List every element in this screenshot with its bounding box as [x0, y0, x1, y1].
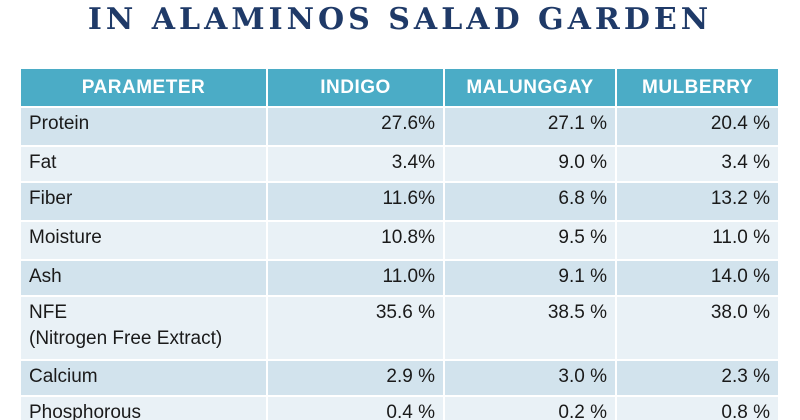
cell-indigo: 3.4%	[267, 145, 445, 182]
cell-indigo: 11.6%	[267, 181, 445, 221]
cell-mulberry: 11.0 %	[616, 220, 778, 260]
table-row: Phosphorous 0.4 % 0.2 % 0.8 %	[21, 395, 778, 420]
cell-malunggay: 6.8 %	[444, 181, 617, 221]
nutrient-table: PARAMETER INDIGO MALUNGGAY MULBERRY Prot…	[21, 69, 778, 420]
column-header-parameter: PARAMETER	[21, 69, 268, 107]
cell-malunggay: 27.1 %	[444, 106, 617, 146]
cell-malunggay: 9.0 %	[444, 145, 617, 182]
column-header-mulberry: MULBERRY	[616, 69, 778, 107]
parameter-subtitle: (Nitrogen Free Extract)	[29, 328, 223, 349]
cell-indigo: 35.6 %	[267, 295, 445, 360]
cell-mulberry: 14.0 %	[616, 259, 778, 296]
cell-indigo: 2.9 %	[267, 359, 445, 396]
cell-parameter: Ash	[21, 259, 268, 296]
table-row: Moisture 10.8% 9.5 % 11.0 %	[21, 220, 778, 260]
cell-indigo: 11.0%	[267, 259, 445, 296]
table-header-row: PARAMETER INDIGO MALUNGGAY MULBERRY	[21, 69, 778, 107]
cell-mulberry: 13.2 %	[616, 181, 778, 221]
table-row: Fiber 11.6% 6.8 % 13.2 %	[21, 181, 778, 221]
column-header-malunggay: MALUNGGAY	[444, 69, 617, 107]
cell-parameter: Calcium	[21, 359, 268, 396]
table-row: Protein 27.6% 27.1 % 20.4 %	[21, 106, 778, 146]
slide-title: IN ALAMINOS SALAD GARDEN	[87, 2, 713, 37]
cell-parameter: NFE (Nitrogen Free Extract)	[21, 295, 268, 360]
table-row: Calcium 2.9 % 3.0 % 2.3 %	[21, 359, 778, 396]
cell-parameter: Protein	[21, 106, 268, 146]
cell-malunggay: 9.1 %	[444, 259, 617, 296]
cell-parameter: Fat	[21, 145, 268, 182]
table-row: Fat 3.4% 9.0 % 3.4 %	[21, 145, 778, 182]
parameter-name: NFE	[29, 302, 67, 323]
table-row: Ash 11.0% 9.1 % 14.0 %	[21, 259, 778, 296]
cell-indigo: 10.8%	[267, 220, 445, 260]
cell-indigo: 27.6%	[267, 106, 445, 146]
cell-parameter: Moisture	[21, 220, 268, 260]
cell-mulberry: 0.8 %	[616, 395, 778, 420]
cell-indigo: 0.4 %	[267, 395, 445, 420]
cell-mulberry: 20.4 %	[616, 106, 778, 146]
cell-malunggay: 9.5 %	[444, 220, 617, 260]
cell-mulberry: 3.4 %	[616, 145, 778, 182]
cell-parameter: Fiber	[21, 181, 268, 221]
cell-malunggay: 3.0 %	[444, 359, 617, 396]
table-row: NFE (Nitrogen Free Extract) 35.6 % 38.5 …	[21, 295, 778, 360]
column-header-indigo: INDIGO	[267, 69, 445, 107]
cell-malunggay: 38.5 %	[444, 295, 617, 360]
cell-malunggay: 0.2 %	[444, 395, 617, 420]
cell-parameter: Phosphorous	[21, 395, 268, 420]
cell-mulberry: 2.3 %	[616, 359, 778, 396]
cell-mulberry: 38.0 %	[616, 295, 778, 360]
